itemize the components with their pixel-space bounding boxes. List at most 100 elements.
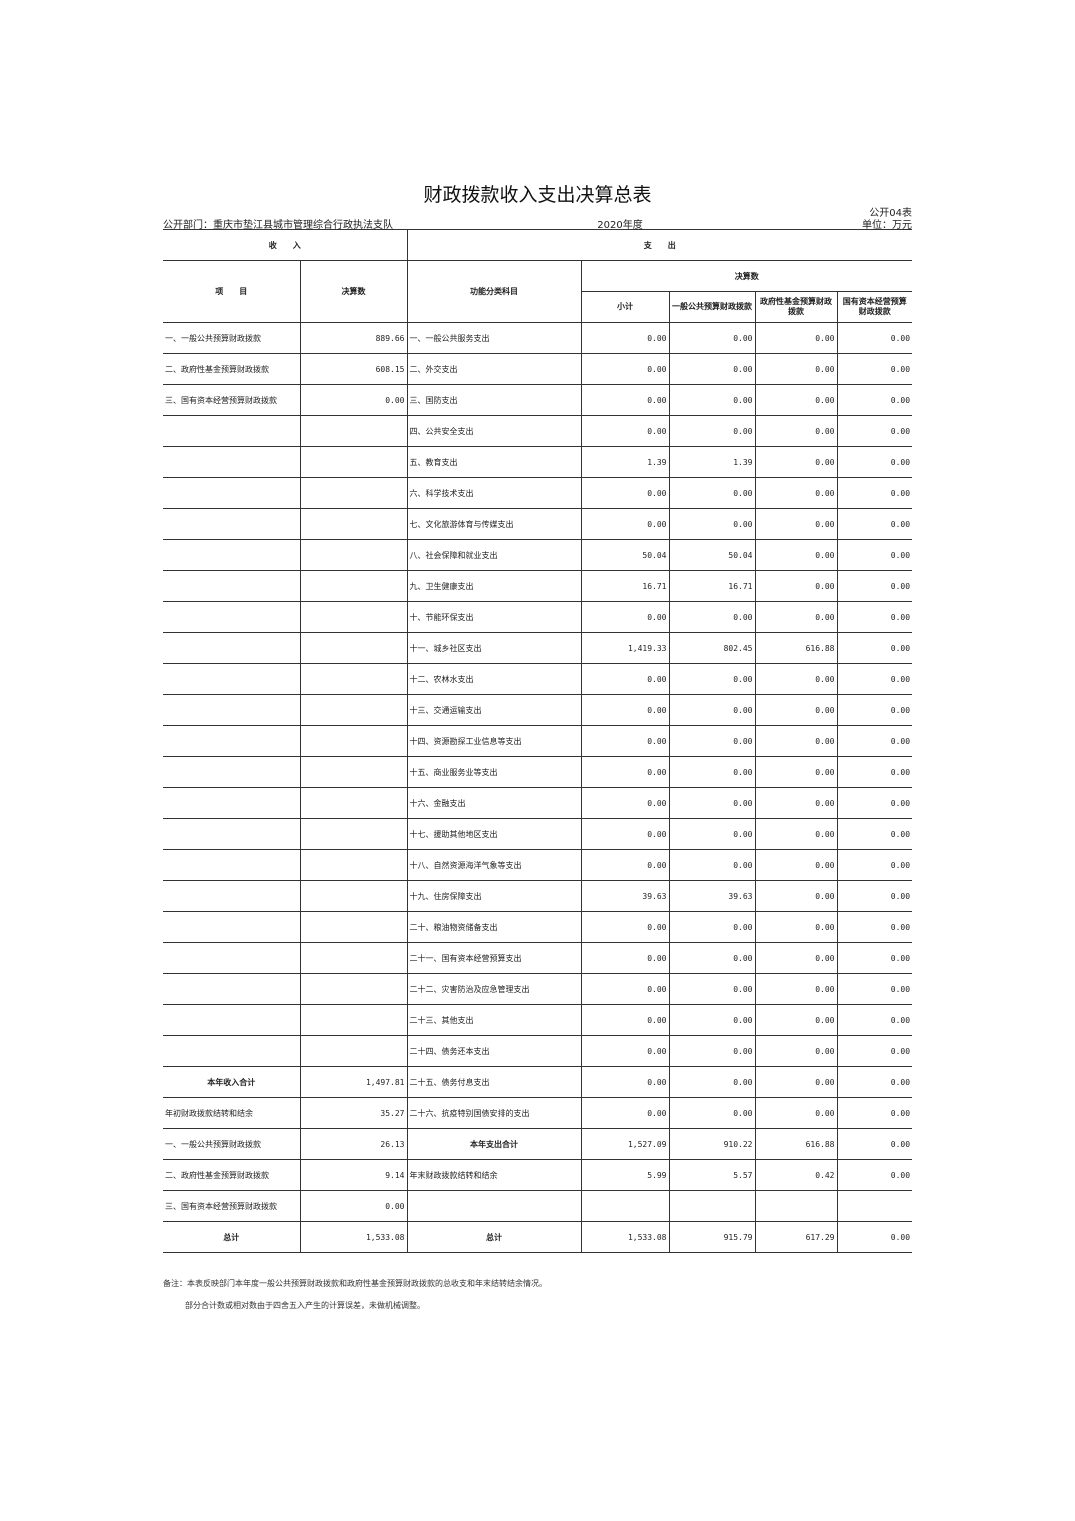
table-row: 六、科学技术支出 0.00 0.00 0.00 0.00 (163, 477, 913, 509)
subtotal-cell: 0.00 (580, 942, 670, 974)
table-row: 十四、资源勘探工业信息等支出 0.00 0.00 0.00 0.00 (163, 725, 913, 757)
func-class-header: 功能分类科目 (406, 260, 582, 323)
state-capital-cell: 0.00 (836, 415, 913, 447)
state-capital-cell: 0.00 (836, 787, 913, 819)
general-budget-cell: 910.22 (668, 1128, 756, 1160)
state-capital-cell: 0.00 (836, 880, 913, 912)
subtotal-cell: 0.00 (580, 1035, 670, 1067)
income-amount-cell (299, 880, 408, 912)
gov-fund-cell: 616.88 (754, 1128, 838, 1160)
table-row: 十三、交通运输支出 0.00 0.00 0.00 0.00 (163, 694, 913, 726)
income-item-cell (163, 756, 301, 788)
expense-item-cell: 二十二、灾害防治及应急管理支出 (406, 973, 582, 1005)
table-row: 四、公共安全支出 0.00 0.00 0.00 0.00 (163, 415, 913, 447)
income-item-cell: 年初财政拨款结转和结余 (163, 1097, 301, 1129)
gov-fund-cell: 0.00 (754, 849, 838, 881)
gov-fund-cell: 0.00 (754, 601, 838, 633)
gov-fund-cell: 0.00 (754, 1097, 838, 1129)
state-capital-cell: 0.00 (836, 725, 913, 757)
income-amount-cell (299, 1004, 408, 1036)
subtotal-cell: 39.63 (580, 880, 670, 912)
general-budget-cell: 0.00 (668, 725, 756, 757)
income-item-cell (163, 880, 301, 912)
state-capital-cell: 0.00 (836, 1128, 913, 1160)
expense-item-cell: 六、科学技术支出 (406, 477, 582, 509)
subtotal-cell: 0.00 (580, 973, 670, 1005)
state-capital-cell: 0.00 (836, 384, 913, 416)
expense-item-cell: 十一、城乡社区支出 (406, 632, 582, 664)
expense-item-cell: 四、公共安全支出 (406, 415, 582, 447)
note-2: 部分合计数或相对数由于四舍五入产生的计算误差，未做机械调整。 (185, 1301, 425, 1310)
state-capital-cell: 0.00 (836, 694, 913, 726)
general-budget-cell: 5.57 (668, 1159, 756, 1191)
table-row: 三、国有资本经营预算财政拨款 0.00 三、国防支出 0.00 0.00 0.00 0.00 (163, 384, 913, 416)
general-budget-cell: 39.63 (668, 880, 756, 912)
general-budget-cell: 0.00 (668, 477, 756, 509)
table-row: 二十二、灾害防治及应急管理支出 0.00 0.00 0.00 0.00 (163, 973, 913, 1005)
income-amount-cell (299, 973, 408, 1005)
state-capital-cell: 0.00 (836, 756, 913, 788)
subtotal-cell: 0.00 (580, 694, 670, 726)
general-budget-cell: 802.45 (668, 632, 756, 664)
income-item-cell (163, 694, 301, 726)
expense-item-cell: 十四、资源勘探工业信息等支出 (406, 725, 582, 757)
subtotal-cell: 0.00 (580, 322, 670, 354)
subtotal-cell: 0.00 (580, 601, 670, 633)
income-item-cell: 总计 (163, 1221, 301, 1253)
gov-fund-cell: 0.00 (754, 570, 838, 602)
income-item-cell: 本年收入合计 (163, 1066, 301, 1098)
subtotal-cell: 0.00 (580, 1066, 670, 1098)
gov-fund-cell: 0.00 (754, 415, 838, 447)
note-1: 备注：本表反映部门本年度一般公共预算财政拨款和政府性基金预算财政拨款的总收支和年… (163, 1279, 547, 1288)
subtotal-cell: 0.00 (580, 756, 670, 788)
general-budget-cell: 0.00 (668, 322, 756, 354)
table-row: 本年收入合计 1,497.81 二十五、债务付息支出 0.00 0.00 0.00 0.00 (163, 1066, 913, 1098)
expense-item-cell: 二十四、债务还本支出 (406, 1035, 582, 1067)
gov-fund-header: 政府性基金预算财政拨款 (754, 291, 838, 323)
table-row: 九、卫生健康支出 16.71 16.71 0.00 0.00 (163, 570, 913, 602)
expense-item-cell: 二十一、国有资本经营预算支出 (406, 942, 582, 974)
expense-item-cell: 三、国防支出 (406, 384, 582, 416)
gov-fund-cell: 0.00 (754, 694, 838, 726)
table-row: 三、国有资本经营预算财政拨款 0.00 (163, 1190, 913, 1222)
state-capital-cell: 0.00 (836, 1066, 913, 1098)
income-amount-cell (299, 725, 408, 757)
expense-item-cell: 年末财政拨款结转和结余 (406, 1159, 582, 1191)
page-title: 财政拨款收入支出决算总表 (423, 184, 652, 206)
subtotal-cell: 0.00 (580, 725, 670, 757)
state-capital-cell: 0.00 (836, 353, 913, 385)
table-row: 十二、农林水支出 0.00 0.00 0.00 0.00 (163, 663, 913, 695)
income-amount-cell (299, 818, 408, 850)
expense-item-cell: 八、社会保障和就业支出 (406, 539, 582, 571)
state-capital-cell: 0.00 (836, 508, 913, 540)
state-capital-cell: 0.00 (836, 1097, 913, 1129)
subtotal-cell: 16.71 (580, 570, 670, 602)
gov-fund-cell: 0.00 (754, 663, 838, 695)
income-amount-cell (299, 694, 408, 726)
general-budget-cell: 0.00 (668, 973, 756, 1005)
department: 公开部门：重庆市垫江县城市管理综合行政执法支队 (163, 220, 393, 231)
general-budget-header: 一般公共预算财政拨款 (668, 291, 756, 323)
table-row: 一、一般公共预算财政拨款 889.66 一、一般公共服务支出 0.00 0.00 0.00… (163, 322, 913, 354)
state-capital-cell: 0.00 (836, 601, 913, 633)
expense-item-cell: 十六、金融支出 (406, 787, 582, 819)
subtotal-cell: 0.00 (580, 1004, 670, 1036)
general-budget-cell: 915.79 (668, 1221, 756, 1253)
general-budget-cell: 0.00 (668, 601, 756, 633)
gov-fund-cell: 0.00 (754, 973, 838, 1005)
income-item-cell (163, 508, 301, 540)
subtotal-cell: 0.00 (580, 508, 670, 540)
subtotal-cell: 0.00 (580, 415, 670, 447)
subtotal-cell: 0.00 (580, 384, 670, 416)
income-item-cell (163, 1004, 301, 1036)
general-budget-cell: 0.00 (668, 415, 756, 447)
subtotal-cell: 0.00 (580, 818, 670, 850)
income-amount-cell (299, 601, 408, 633)
subtotal-cell: 1,527.09 (580, 1128, 670, 1160)
expense-item-cell: 十九、住房保障支出 (406, 880, 582, 912)
state-capital-cell: 0.00 (836, 1159, 913, 1191)
subtotal-cell: 5.99 (580, 1159, 670, 1191)
expense-item-cell: 一、一般公共服务支出 (406, 322, 582, 354)
gov-fund-cell: 0.00 (754, 880, 838, 912)
subtotal-cell: 0.00 (580, 849, 670, 881)
